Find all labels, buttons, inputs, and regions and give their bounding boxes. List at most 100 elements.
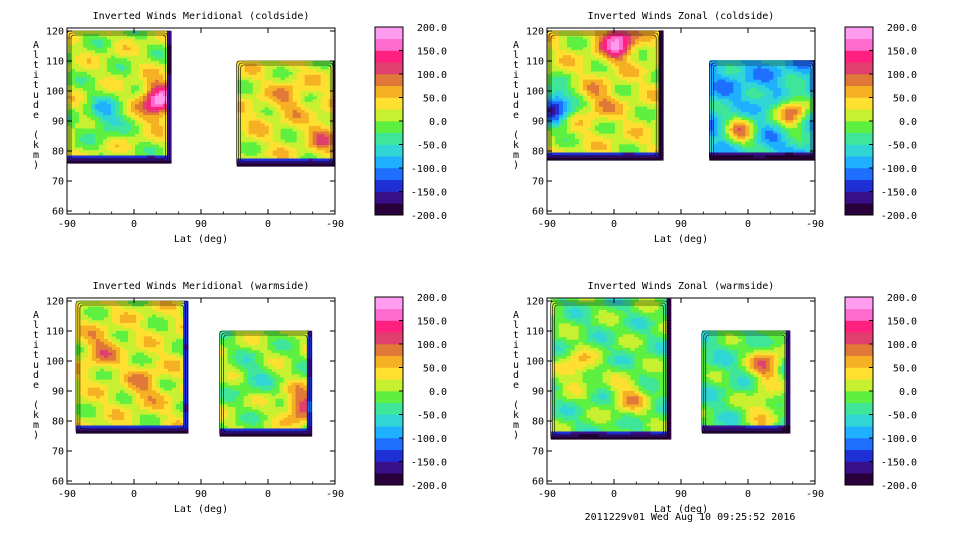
chart-title: Inverted Winds Zonal (warmside): [588, 281, 775, 292]
colorbar-segment: [375, 85, 403, 98]
colorbar-tick-label: -200.0: [411, 481, 447, 492]
colorbar-segment: [375, 156, 403, 169]
colorbar-tick-label: 50.0: [423, 94, 447, 105]
y-tick-label: 80: [532, 417, 544, 428]
colorbar-segment: [375, 74, 403, 87]
colorbar-tick-label: 0.0: [899, 387, 917, 398]
colorbar-segment: [845, 379, 873, 392]
x-tick-label: 90: [675, 489, 687, 500]
colorbar-segment: [375, 38, 403, 51]
y-tick-label: 90: [52, 387, 64, 398]
colorbar-tick-label: -200.0: [411, 211, 447, 222]
colorbar-segment: [375, 191, 403, 204]
x-tick-label: -90: [538, 489, 556, 500]
colorbar-tick-label: 0.0: [899, 117, 917, 128]
colorbar-segment: [845, 449, 873, 462]
colorbar-tick-label: -100.0: [881, 164, 917, 175]
colorbar-segment: [845, 367, 873, 380]
contour-field: [67, 30, 335, 167]
colorbar-segment: [845, 38, 873, 51]
colorbar-tick-label: 150.0: [887, 47, 917, 58]
x-tick-label: -90: [58, 489, 76, 500]
y-tick-label: 90: [532, 387, 544, 398]
y-tick-label: 100: [526, 357, 544, 368]
colorbar-tick-label: -150.0: [881, 188, 917, 199]
colorbar-segment: [375, 379, 403, 392]
colorbar-segment: [845, 426, 873, 439]
colorbar-segment: [845, 50, 873, 63]
x-tick-label: -90: [326, 489, 344, 500]
colorbar-segment: [375, 344, 403, 357]
colorbar-tick-label: 150.0: [417, 317, 447, 328]
colorbar-segment: [375, 449, 403, 462]
y-tick-label: 80: [52, 147, 64, 158]
colorbar-tick-label: -150.0: [881, 458, 917, 469]
y-tick-label: 120: [46, 27, 64, 38]
x-tick-label: 0: [745, 489, 751, 500]
colorbar-segment: [375, 27, 403, 40]
y-tick-label: 70: [532, 177, 544, 188]
x-tick-label: 0: [611, 219, 617, 230]
colorbar-segment: [845, 355, 873, 368]
colorbar-tick-label: 50.0: [893, 94, 917, 105]
colorbar-tick-label: -100.0: [411, 164, 447, 175]
colorbar-segment: [845, 132, 873, 145]
colorbar-segment: [845, 62, 873, 75]
x-tick-label: -90: [326, 219, 344, 230]
colorbar-segment: [845, 144, 873, 157]
x-tick-label: -90: [806, 219, 824, 230]
y-tick-label: 110: [46, 327, 64, 338]
colorbar-segment: [375, 132, 403, 145]
x-tick-label: -90: [58, 219, 76, 230]
colorbar-segment: [845, 320, 873, 333]
colorbar-segment: [845, 461, 873, 474]
y-tick-label: 70: [52, 177, 64, 188]
colorbar-tick-label: 50.0: [893, 364, 917, 375]
colorbar-segment: [845, 297, 873, 310]
colorbar-segment: [845, 156, 873, 169]
colorbar-tick-label: -50.0: [417, 141, 447, 152]
colorbar-segment: [845, 191, 873, 204]
colorbar-segment: [845, 85, 873, 98]
colorbar-segment: [845, 168, 873, 181]
y-tick-label: 80: [532, 147, 544, 158]
y-tick-label: 90: [532, 117, 544, 128]
colorbar-segment: [375, 332, 403, 345]
colorbar-tick-label: -50.0: [887, 141, 917, 152]
y-tick-label: 60: [532, 477, 544, 488]
y-tick-label: 80: [52, 417, 64, 428]
y-tick-label: 60: [52, 477, 64, 488]
colorbar-tick-label: 0.0: [429, 387, 447, 398]
contour-field: [75, 300, 313, 437]
chart-title: Inverted Winds Zonal (coldside): [588, 11, 775, 22]
colorbar-segment: [375, 50, 403, 63]
y-tick-label: 100: [526, 87, 544, 98]
colorbar-segment: [845, 121, 873, 134]
colorbar-segment: [845, 179, 873, 192]
x-tick-label: 90: [195, 489, 207, 500]
contour-field: [547, 30, 815, 161]
y-tick-label: 70: [52, 447, 64, 458]
colorbar-tick-label: -150.0: [411, 188, 447, 199]
colorbar-segment: [375, 461, 403, 474]
colorbar-segment: [845, 402, 873, 415]
colorbar-segment: [845, 203, 873, 216]
colorbar-segment: [375, 121, 403, 134]
colorbar-segment: [375, 320, 403, 333]
x-axis-label: Lat (deg): [654, 504, 708, 515]
colorbar-segment: [845, 332, 873, 345]
colorbar-segment: [845, 438, 873, 451]
colorbar-segment: [375, 414, 403, 427]
x-tick-label: 0: [265, 489, 271, 500]
colorbar-segment: [375, 426, 403, 439]
colorbar-tick-label: -50.0: [417, 411, 447, 422]
x-axis-label: Lat (deg): [174, 504, 228, 515]
colorbar-segment: [845, 344, 873, 357]
x-tick-label: 0: [745, 219, 751, 230]
